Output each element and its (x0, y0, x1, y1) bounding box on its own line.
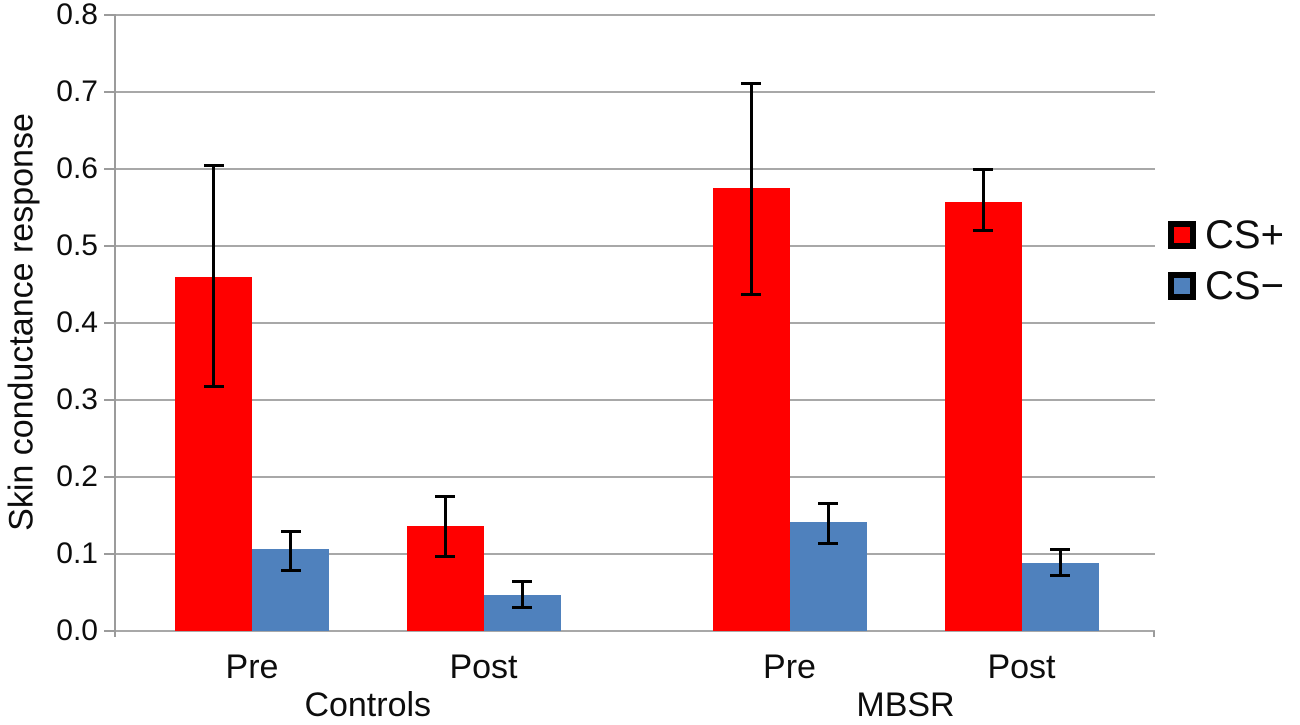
y-tick-label: 0.7 (56, 75, 98, 108)
gridline (115, 168, 1155, 170)
error-bar-cap-top (435, 495, 455, 499)
x-category-label-3: Post (987, 648, 1056, 686)
y-tick (104, 630, 115, 632)
y-tick (104, 322, 115, 324)
error-bar-line (212, 165, 215, 387)
error-bar-line (981, 169, 985, 232)
gridline (115, 476, 1155, 478)
y-tick (104, 14, 115, 16)
legend-item-cs-minus: CS− (1168, 262, 1284, 309)
error-bar-cap-bottom (818, 541, 838, 545)
error-bar-cap-top (280, 529, 301, 533)
x-category-label-2: Pre (763, 648, 816, 686)
x-group-label-mbsr: MBSR (856, 686, 955, 724)
gridline (115, 630, 1155, 632)
error-bar-cap-top (1050, 547, 1070, 551)
x-axis-end-tick (1153, 631, 1155, 637)
legend-item-cs-plus: CS+ (1168, 211, 1284, 258)
legend-label-cs-plus: CS+ (1205, 212, 1284, 257)
bar-cs-3 (944, 202, 1022, 631)
y-tick-label: 0.3 (56, 383, 98, 416)
y-tick (104, 399, 115, 401)
legend-label-cs-minus: CS− (1205, 263, 1284, 308)
error-bar-cap-bottom (973, 229, 993, 233)
y-tick-label: 0.4 (56, 306, 98, 339)
error-bar-line (443, 496, 447, 558)
y-tick-label: 0.8 (56, 0, 98, 31)
gridline (115, 91, 1155, 93)
error-bar-line (289, 530, 292, 571)
y-tick (104, 168, 115, 170)
error-bar-line (1058, 548, 1062, 576)
gridline (115, 553, 1155, 555)
y-tick-label: 0.1 (56, 537, 98, 570)
y-tick (104, 245, 115, 247)
error-bar-cap-top (818, 502, 838, 506)
y-tick (104, 476, 115, 478)
legend-swatch-cs-plus (1168, 220, 1196, 249)
error-bar-cap-top (203, 164, 224, 168)
gridline (115, 14, 1155, 16)
gridline (115, 245, 1155, 247)
y-axis-line (114, 14, 116, 637)
gridline (115, 399, 1155, 401)
legend-swatch-cs-minus (1168, 271, 1196, 300)
y-tick-label: 0.2 (56, 460, 98, 493)
error-bar-cap-bottom (280, 568, 301, 572)
x-category-label-0: Pre (225, 648, 279, 686)
gridline (115, 322, 1155, 324)
error-bar-line (749, 82, 753, 295)
error-bar-cap-bottom (741, 292, 761, 296)
y-tick-label: 0.0 (56, 614, 98, 647)
error-bar-line (520, 580, 524, 608)
y-tick-label: 0.6 (56, 152, 98, 185)
y-tick (104, 91, 115, 93)
error-bar-cap-bottom (512, 605, 532, 609)
y-tick (104, 553, 115, 555)
error-bar-cap-bottom (1050, 573, 1070, 577)
error-bar-cap-top (512, 579, 532, 583)
legend: CS+ CS− (1168, 211, 1284, 309)
x-category-label-1: Post (449, 648, 518, 686)
y-tick-label: 0.5 (56, 229, 98, 262)
error-bar-cap-bottom (435, 555, 455, 559)
error-bar-line (826, 503, 830, 544)
error-bar-cap-bottom (203, 384, 224, 388)
x-group-label-controls: Controls (304, 686, 432, 724)
error-bar-cap-top (741, 81, 761, 85)
error-bar-cap-top (973, 168, 993, 171)
